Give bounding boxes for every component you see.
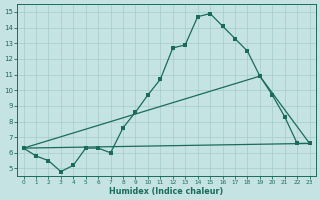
X-axis label: Humidex (Indice chaleur): Humidex (Indice chaleur) [109, 187, 224, 196]
